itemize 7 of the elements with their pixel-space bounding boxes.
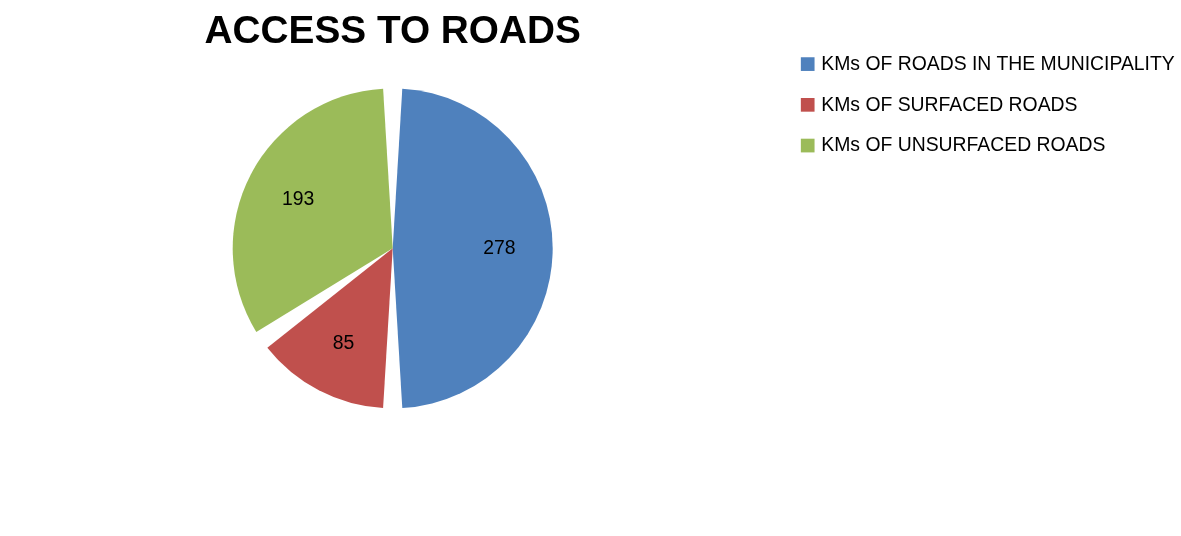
legend-label: KMs OF SURFACED ROADS bbox=[821, 92, 1078, 115]
legend-label: KMs OF ROADS IN THE MUNICIPALITY bbox=[821, 51, 1175, 74]
data-label: 278 bbox=[483, 236, 516, 259]
legend-label: KMs OF UNSURFACED ROADS bbox=[821, 133, 1106, 156]
data-label: 193 bbox=[281, 186, 315, 209]
data-label: 85 bbox=[332, 330, 355, 353]
chart-title: ACCESS TO ROADS bbox=[204, 7, 581, 51]
